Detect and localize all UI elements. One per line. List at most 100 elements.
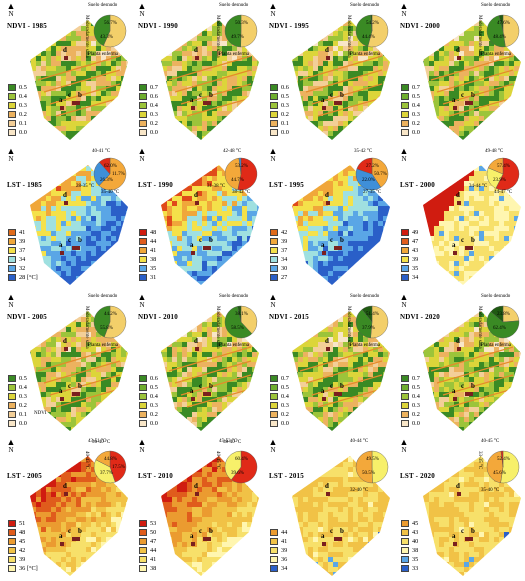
map-pixel [464,91,470,97]
field-strip [305,69,383,93]
map-legend: 42 39 37 34 30 27 [270,228,304,282]
map-pixel [444,286,449,290]
map-pixel [474,165,480,167]
class-share-pie [355,157,389,191]
map-pixel [71,236,77,242]
map-pixel [61,81,67,87]
map-pixel [333,191,339,197]
map-pixel [343,256,349,262]
map-pixel [328,261,334,267]
map-pixel [353,266,359,272]
map-pixel [348,31,354,37]
map-pixel [252,256,258,262]
map-pixel [61,231,67,237]
map-pixel [439,101,445,107]
map-pixel [121,106,127,112]
map-pixel [197,251,203,257]
map-pixel [121,61,127,67]
map-pixel [101,256,107,262]
map-pixel [323,166,329,172]
map-pixel [439,51,445,57]
map-pixel [368,66,374,72]
map-pixel [101,56,107,62]
map-pixel [232,201,238,207]
map-pixel [106,367,112,373]
map-pixel [187,166,193,172]
map-pixel [293,71,299,77]
map-pixel [444,41,450,47]
map-pixel [66,322,72,328]
map-pixel [172,211,178,217]
map-pixel [373,211,379,217]
map-pixel [242,76,248,82]
map-pixel [247,101,253,107]
map-pixel [66,101,72,107]
map-pixel [111,276,117,282]
map-pixel [81,171,87,177]
map-pixel [292,46,294,52]
map-pixel [353,216,359,222]
map-pixel [36,347,42,353]
map-pixel [227,206,233,212]
map-pixel [212,251,218,257]
map-pixel [474,176,480,182]
map-pixel [202,20,208,22]
site-marker [72,246,76,250]
map-pixel [454,26,460,32]
map-pixel [66,31,72,37]
map-pixel [378,51,384,57]
map-pixel [318,20,324,22]
map-pixel [494,71,500,77]
site-marker [76,101,80,105]
map-pixel [363,211,369,217]
map-pixel [333,276,339,282]
map-pixel [187,276,193,282]
map-pixel [227,126,233,132]
map-pixel [313,241,319,247]
map-pixel [434,221,440,227]
map-pixel [358,131,364,137]
map-pixel [459,26,465,32]
map-pixel [333,61,339,67]
map-pixel [292,201,294,207]
map-pixel [31,342,37,348]
map-pixel [424,216,430,222]
map-pixel [56,106,62,112]
map-pixel [162,196,168,202]
map-pixel [474,46,480,52]
map-pixel [378,236,384,242]
map-pixel [56,211,62,217]
map-pixel [237,281,243,285]
map-pixel [449,81,455,87]
map-pixel [187,266,193,272]
map-pixel [177,111,183,117]
map-pixel [86,181,92,187]
map-pixel [494,241,500,247]
map-pixel [293,191,299,197]
map-pixel [509,196,515,202]
map-pixel [303,41,309,47]
map-pixel [207,51,213,57]
map-pixel [439,286,444,290]
map-pixel [41,196,47,202]
map-pixel [227,226,233,232]
map-pixel [318,56,324,62]
map-pixel [202,121,208,127]
map-pixel [71,196,77,202]
map-pixel [333,166,339,172]
map-pixel [227,86,233,92]
map-panel: d c b a ▲ N LST - 2000 49 47 43 39 35 34 57.4% 23.9% 49… [393,145,524,290]
map-pixel [328,251,334,257]
map-pixel [469,51,475,57]
map-pixel [338,111,344,117]
map-pixel [464,56,470,62]
map-pixel [328,181,334,187]
map-pixel [106,196,112,202]
legend-label: 0.6 [281,84,289,91]
map-pixel [252,231,258,237]
map-pixel [444,256,450,262]
map-pixel [212,236,218,242]
map-pixel [227,246,233,252]
legend-swatch [139,111,147,118]
map-pixel [509,221,515,227]
